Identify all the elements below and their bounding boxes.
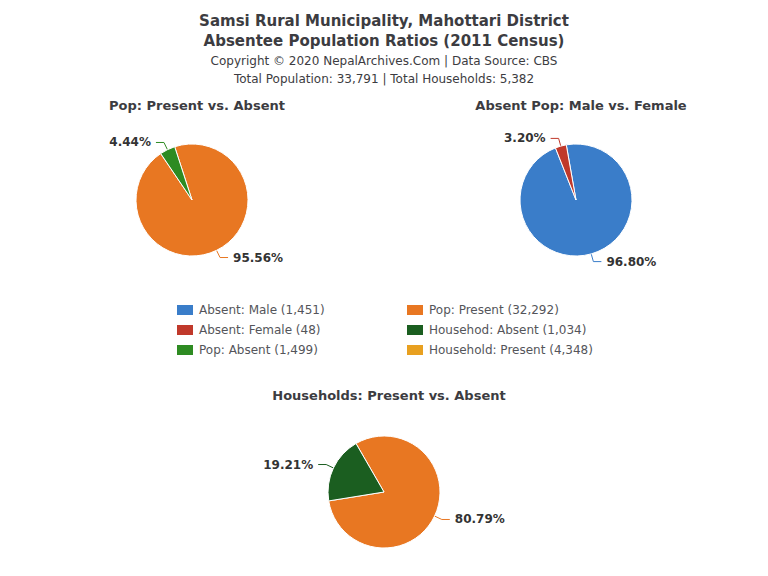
svg-text:Pop: Present (32,292): Pop: Present (32,292) (429, 303, 559, 317)
svg-text:Househod: Absent (1,034): Househod: Absent (1,034) (429, 323, 586, 337)
svg-text:95.56%: 95.56% (233, 251, 283, 265)
svg-text:3.20%: 3.20% (504, 131, 546, 145)
svg-text:Samsi Rural Municipality, Maho: Samsi Rural Municipality, Mahottari Dist… (199, 12, 569, 30)
svg-text:Households: Present vs. Absent: Households: Present vs. Absent (272, 388, 505, 403)
svg-text:Copyright © 2020 NepalArchives: Copyright © 2020 NepalArchives.Com | Dat… (211, 54, 558, 68)
svg-text:4.44%: 4.44% (109, 135, 151, 149)
svg-text:Absent Pop: Male vs. Female: Absent Pop: Male vs. Female (475, 98, 687, 113)
svg-text:80.79%: 80.79% (455, 512, 505, 526)
svg-text:Absentee Population Ratios (20: Absentee Population Ratios (2011 Census) (204, 32, 565, 50)
svg-text:Absent: Female (48): Absent: Female (48) (199, 323, 320, 337)
svg-text:Total Population: 33,791 | Tot: Total Population: 33,791 | Total Househo… (233, 72, 534, 86)
svg-text:Household: Present (4,348): Household: Present (4,348) (429, 343, 593, 357)
svg-text:Pop: Present vs. Absent: Pop: Present vs. Absent (109, 98, 285, 113)
svg-text:Pop: Absent (1,499): Pop: Absent (1,499) (199, 343, 318, 357)
svg-text:96.80%: 96.80% (606, 255, 656, 269)
svg-text:Absent: Male (1,451): Absent: Male (1,451) (199, 303, 325, 317)
svg-text:19.21%: 19.21% (263, 458, 313, 472)
